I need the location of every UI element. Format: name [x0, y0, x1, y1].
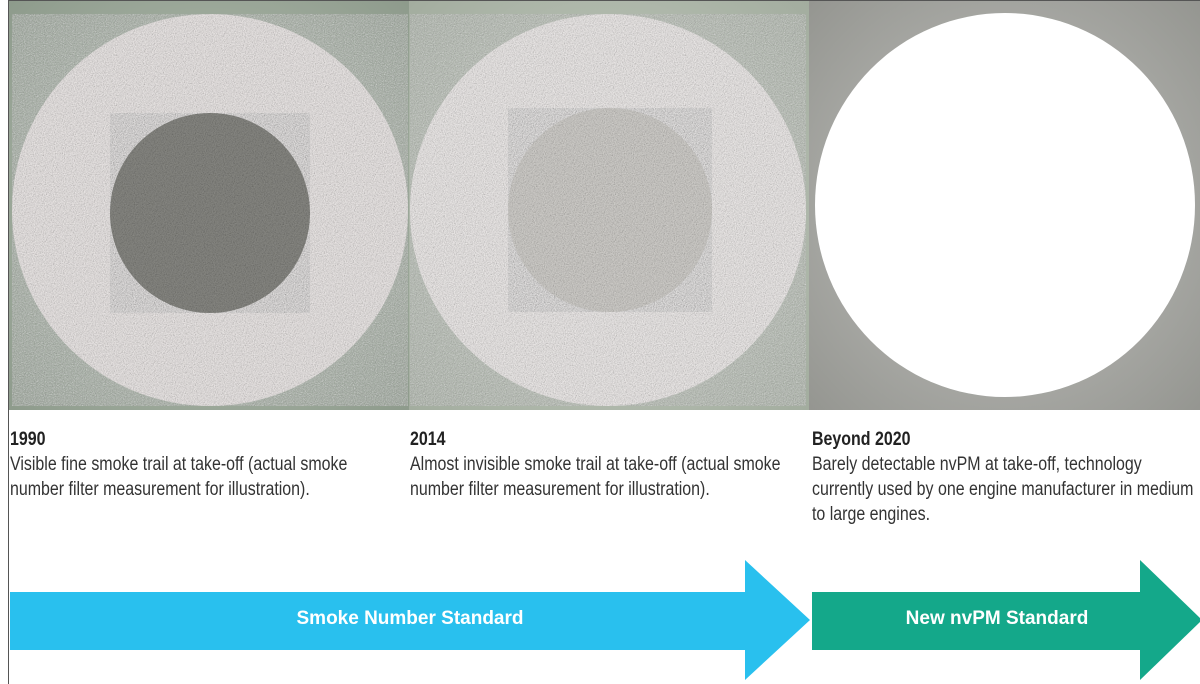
arrow-label: New nvPM Standard [812, 608, 1182, 630]
illustration [0, 0, 1200, 684]
caption: 1990 Visible fine smoke trail at take-of… [10, 428, 405, 502]
photo [409, 1, 809, 410]
caption-text: Almost invisible smoke trail at take-off… [410, 452, 805, 502]
photo [9, 1, 409, 410]
caption: Beyond 2020 Barely detectable nvPM at ta… [812, 428, 1200, 527]
caption-text: Visible fine smoke trail at take-off (ac… [10, 452, 405, 502]
caption-text: Barely detectable nvPM at take-off, tech… [812, 452, 1200, 527]
caption-year: 2014 [410, 428, 805, 452]
caption-year: 1990 [10, 428, 405, 452]
photo [809, 1, 1200, 410]
caption: 2014 Almost invisible smoke trail at tak… [410, 428, 805, 502]
arrow-label: Smoke Number Standard [10, 608, 810, 630]
page: 1990 Visible fine smoke trail at take-of… [0, 0, 1200, 684]
caption-year: Beyond 2020 [812, 428, 1200, 452]
